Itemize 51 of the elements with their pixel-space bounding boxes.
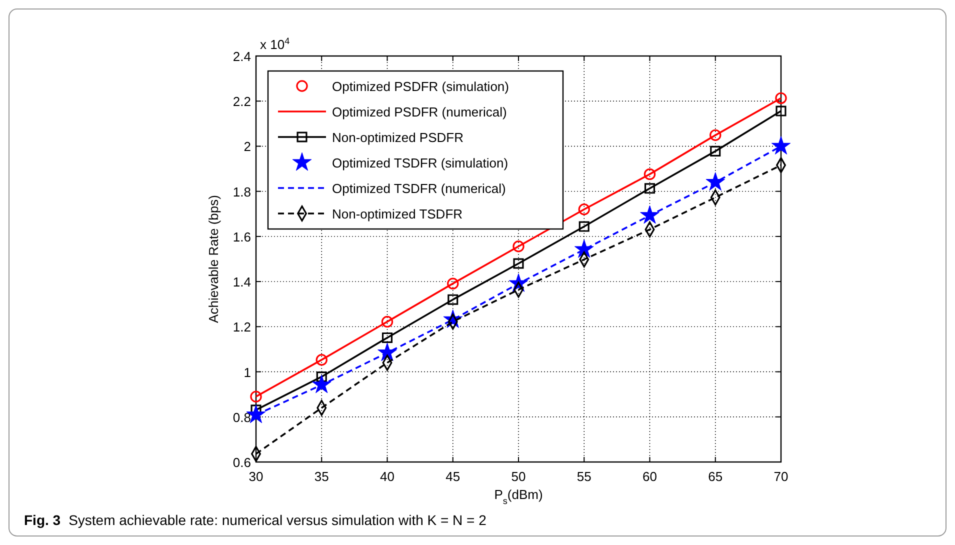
point <box>312 374 332 394</box>
x-tick-label: 50 <box>511 469 526 484</box>
point <box>771 136 791 154</box>
point <box>382 332 393 343</box>
point <box>710 129 722 142</box>
y-tick-label: 1.6 <box>232 229 251 244</box>
point <box>578 204 590 216</box>
y-tick-label: 1.8 <box>232 184 251 200</box>
legend-label: Optimized PSDFR (simulation) <box>332 79 509 94</box>
x-tick-label: 35 <box>314 469 329 484</box>
x-tick-label: 55 <box>576 469 592 484</box>
point <box>644 183 656 194</box>
y-tick-label: 2 <box>244 139 251 154</box>
y-tick-label: 1.2 <box>232 320 251 335</box>
point <box>775 92 787 104</box>
point <box>513 258 524 269</box>
point <box>776 106 786 116</box>
y-axis-title: Achievable Rate (bps) <box>206 195 221 323</box>
y-tick-label: 1 <box>244 364 251 380</box>
point <box>512 240 524 252</box>
point <box>447 278 459 290</box>
point <box>644 168 656 180</box>
y-tick-label: 0.6 <box>232 455 251 470</box>
point <box>710 146 721 156</box>
legend-label: Non-optimized TSDFR <box>332 206 463 222</box>
point <box>640 205 660 224</box>
point <box>448 294 458 305</box>
y-tick-label: 1.4 <box>232 274 251 290</box>
legend-label: Optimized TSDFR (simulation) <box>332 156 508 170</box>
caption: Fig. 3 <box>24 512 61 528</box>
point <box>381 316 394 328</box>
point <box>250 390 262 402</box>
legend-label: Non-optimized PSDFR <box>332 130 464 145</box>
text: System achievable rate: numerical versus simulation with K = N = 2 <box>68 512 487 528</box>
point <box>578 221 590 232</box>
x-tick-label: 65 <box>708 469 723 484</box>
point <box>316 371 327 382</box>
x-tick-label: 40 <box>380 469 394 484</box>
point <box>706 172 726 191</box>
x-tick-label: 45 <box>446 469 460 484</box>
text: x 10$^{4}$ <box>260 36 290 52</box>
point <box>316 354 328 366</box>
legend-label: Optimized PSDFR (numerical) <box>332 104 507 120</box>
y-tick-label: 0.8 <box>232 410 251 425</box>
x-axis-title: P$_{s}$(dBm) <box>494 487 543 506</box>
x-tick-label: 70 <box>774 469 788 484</box>
y-tick-label: 2.4 <box>232 49 251 64</box>
x-tick-label: 60 <box>642 469 657 484</box>
x-tick-label: 30 <box>248 469 264 484</box>
legend-label: Optimized TSDFR (numerical) <box>332 181 506 196</box>
y-tick-label: 2.2 <box>232 94 251 110</box>
